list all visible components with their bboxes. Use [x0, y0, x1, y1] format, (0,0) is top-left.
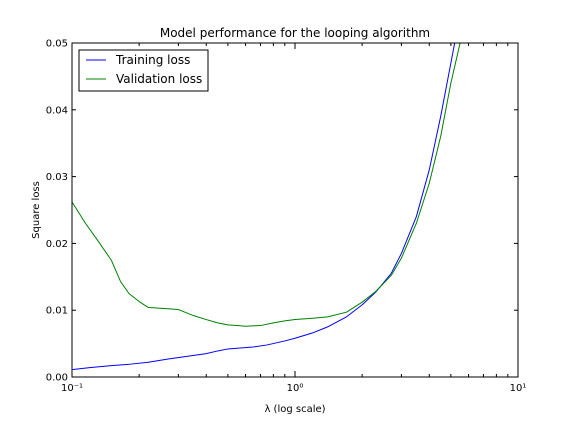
legend-label-training: Training loss [115, 53, 190, 67]
legend-box [78, 49, 209, 92]
y-axis-label: Square loss [31, 181, 42, 239]
series-line-validation-loss [72, 43, 461, 327]
plot-area [72, 43, 518, 377]
x-tick-label: 10⁰ [287, 383, 304, 394]
y-tick-label: 0.03 [46, 172, 68, 183]
y-tick-label: 0.04 [46, 105, 68, 116]
y-tick-label: 0.02 [46, 239, 68, 250]
plot-frame [71, 42, 519, 378]
x-tick-label: 10⁻¹ [61, 383, 83, 394]
chart-title: Model performance for the looping algori… [160, 26, 430, 40]
ticks-layer: 0.00 0.01 0.02 0.03 0.04 0.05 10⁻¹ 10⁰ 10¹ [46, 39, 527, 395]
y-tick-label: 0.05 [46, 39, 68, 50]
x-tick-label: 10¹ [510, 383, 527, 394]
series-layer [72, 43, 461, 371]
legend-label-validation: Validation loss [116, 72, 202, 86]
y-tick-label: 0.01 [46, 306, 68, 317]
legend: Training loss Validation loss [78, 49, 209, 92]
series-line-training-loss [72, 43, 456, 371]
y-tick-label: 0.00 [46, 373, 68, 384]
x-axis-label: λ (log scale) [264, 404, 325, 415]
